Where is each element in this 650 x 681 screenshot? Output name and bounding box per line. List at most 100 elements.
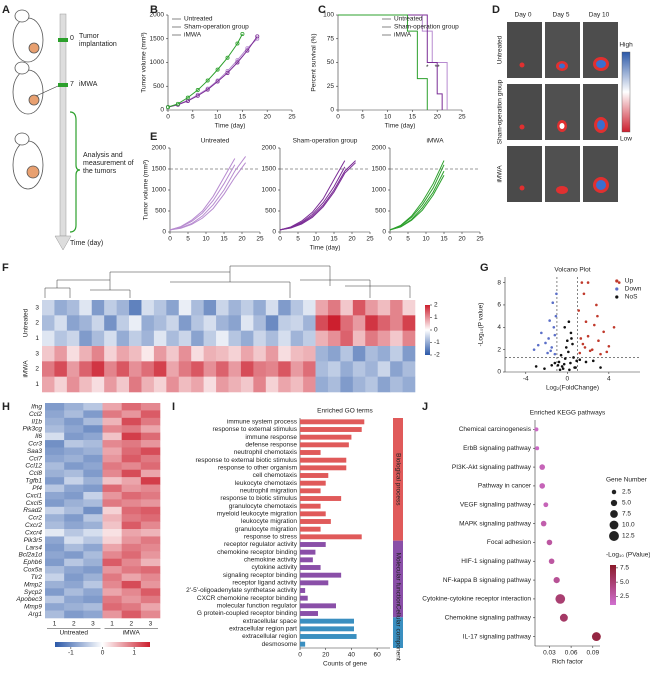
heatmap-cell <box>79 330 93 347</box>
heatmap-cell <box>265 330 279 347</box>
panel-label: H <box>2 401 10 413</box>
x-tick-label: 0 <box>168 236 172 243</box>
row-label: 2 <box>35 320 39 327</box>
heatmap-cell <box>228 315 242 331</box>
point <box>563 325 567 329</box>
point <box>578 358 582 362</box>
heatmap-cell <box>315 330 329 347</box>
x-tick-label: 20 <box>322 652 330 659</box>
point <box>578 351 582 355</box>
heatmap-cell <box>216 300 229 316</box>
heatmap-cell <box>104 315 117 331</box>
heatmap-cell <box>102 477 122 485</box>
heatmap-cell <box>402 361 416 377</box>
row-label: Untreated <box>497 35 504 64</box>
colorbar-label: 2 <box>434 302 438 309</box>
point <box>566 339 569 343</box>
row-label: Ccr2 <box>28 515 42 522</box>
heatmap-cell <box>121 514 142 522</box>
x-tick-label: 20 <box>238 236 246 243</box>
point <box>567 350 570 354</box>
heatmap-cell <box>166 346 180 362</box>
heatmap-cell <box>166 330 180 347</box>
y-tick-label: 2000 <box>150 12 165 19</box>
heatmap-cell <box>352 315 366 331</box>
heatmap-cell <box>203 315 217 331</box>
point <box>551 301 555 305</box>
row-label: Rsad2 <box>23 507 42 514</box>
heatmap-cell <box>140 514 161 522</box>
x-tick-label: 25 <box>366 236 374 243</box>
series-line <box>169 162 247 231</box>
heatmap-cell <box>102 573 122 582</box>
heatmap-cell <box>265 346 279 362</box>
heatmap-cell <box>42 315 55 331</box>
row-label: Mmp2 <box>24 581 42 588</box>
row-label: 3 <box>35 304 39 311</box>
point <box>596 314 599 318</box>
heatmap-cell <box>228 376 242 393</box>
bar <box>300 588 306 593</box>
column-label: 2 <box>72 621 76 628</box>
heatmap-cell <box>129 346 142 362</box>
heatmap-cell <box>45 514 65 522</box>
heatmap-cell <box>402 315 416 331</box>
heatmap-cell <box>140 484 161 493</box>
x-tick-label: 40 <box>348 652 356 659</box>
x-tick-label: 0.03 <box>543 650 556 657</box>
heatmap-cell <box>45 610 65 619</box>
y-tick-label: 1500 <box>372 166 387 173</box>
category-label: Pathway in cancer <box>478 483 532 490</box>
series-line <box>389 160 445 231</box>
heatmap-cell <box>121 403 142 411</box>
point <box>599 352 602 356</box>
heatmap-cell <box>102 425 122 433</box>
column-label: Day 10 <box>589 12 610 19</box>
heatmap-cell <box>121 580 142 589</box>
heatmap-cell <box>104 300 117 316</box>
heatmap-cell <box>278 315 291 331</box>
heatmap-cell <box>203 361 217 377</box>
heatmap-cell <box>253 300 267 316</box>
heatmap-cell <box>83 491 103 500</box>
x-tick-label: 0 <box>278 236 282 243</box>
column-label: Day 5 <box>553 12 570 19</box>
panel-label: D <box>492 4 500 16</box>
heatmap-cell <box>178 330 192 347</box>
row-label: Tlr2 <box>31 574 43 581</box>
heatmap-cell <box>83 580 103 589</box>
heatmap-cell <box>121 529 142 537</box>
point <box>617 281 621 284</box>
heatmap-cell <box>191 361 204 377</box>
category-label: response to other organism <box>218 465 297 472</box>
y-tick-label: 2000 <box>262 145 277 152</box>
series-line <box>169 156 247 231</box>
heatmap-cell <box>216 361 229 377</box>
heatmap-cell <box>104 376 117 393</box>
heatmap-cell <box>365 315 378 331</box>
chart-title: Enriched KEGG pathways <box>530 410 606 417</box>
y-tick-label: 4 <box>497 324 501 331</box>
heatmap-cell <box>129 315 142 331</box>
y-tick-label: 500 <box>153 83 164 90</box>
point <box>580 281 584 284</box>
step-label: iMWA <box>79 81 98 88</box>
column-label: 1 <box>110 621 114 628</box>
heatmap-cell <box>129 300 142 316</box>
heatmap-cell <box>54 361 68 377</box>
x-tick-label: 25 <box>288 114 296 121</box>
heatmap-cell <box>140 536 161 545</box>
heatmap-cell <box>42 376 55 393</box>
legend-title: Gene Number <box>606 477 648 484</box>
step-day: 7 <box>70 81 74 88</box>
series-line <box>167 36 258 108</box>
legend-bubble <box>611 489 617 495</box>
heatmap-cell <box>140 454 161 463</box>
heatmap-cell <box>327 300 341 316</box>
heatmap-cell <box>129 376 142 393</box>
heatmap-cell <box>121 425 142 433</box>
heatmap-cell <box>265 300 279 316</box>
panel-label: C <box>318 4 326 16</box>
heatmap-cell <box>141 300 155 316</box>
